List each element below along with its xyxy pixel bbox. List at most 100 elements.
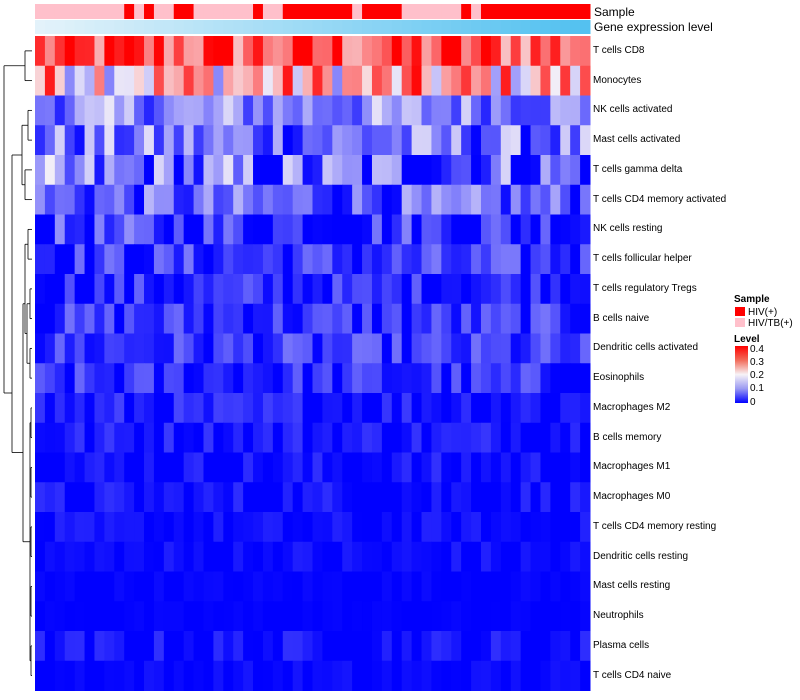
heatmap-cell (540, 363, 551, 394)
heatmap-cell (104, 601, 115, 632)
expression-annotation-cell (451, 20, 462, 34)
heatmap-cell (500, 303, 512, 334)
heatmap-cell (35, 363, 46, 394)
heatmap-cell (431, 512, 442, 543)
sample-annotation-cell (223, 4, 234, 19)
row-label: Macrophages M1 (593, 461, 671, 473)
heatmap-cell (461, 512, 472, 543)
row-label: Eosinophils (593, 372, 645, 384)
heatmap-cell (203, 660, 214, 691)
heatmap-cell (193, 95, 204, 126)
heatmap-cell (74, 274, 86, 305)
heatmap-cell (570, 244, 581, 275)
heatmap-cell (461, 422, 472, 453)
row-label: Macrophages M0 (593, 491, 671, 503)
heatmap-cell (124, 601, 135, 632)
heatmap-cell (560, 660, 571, 691)
expression-annotation-cell (173, 20, 185, 34)
heatmap-cell (64, 601, 76, 632)
heatmap-cell (391, 512, 403, 543)
sample-legend-title: Sample (734, 294, 770, 305)
heatmap-cell (253, 452, 264, 483)
heatmap-cell (124, 184, 135, 215)
heatmap-cell (391, 125, 403, 156)
heatmap-cell (362, 214, 373, 245)
heatmap-cell (411, 571, 423, 602)
heatmap-cell (203, 512, 214, 543)
heatmap-cell (74, 571, 86, 602)
heatmap-cell (213, 95, 224, 126)
sample-annotation-cell (530, 4, 541, 19)
heatmap-cell (411, 125, 423, 156)
sample-annotation-cell (431, 4, 442, 19)
heatmap-cell (530, 95, 541, 126)
heatmap-cell (441, 660, 452, 691)
heatmap-cell (401, 452, 413, 483)
heatmap-cell (560, 244, 571, 275)
heatmap-cell (391, 482, 403, 513)
heatmap-cell (282, 393, 294, 424)
heatmap-cell (362, 571, 373, 602)
heatmap-cell (153, 244, 165, 275)
heatmap-cell (461, 274, 472, 305)
heatmap-cell (490, 303, 502, 334)
heatmap-cell (332, 155, 343, 186)
heatmap-cell (104, 571, 115, 602)
heatmap-cell (134, 631, 145, 662)
heatmap-cell (243, 65, 254, 96)
heatmap-cell (550, 571, 561, 602)
heatmap-cell (153, 65, 165, 96)
row-label: B cells naive (593, 312, 650, 324)
heatmap-cell (272, 95, 284, 126)
heatmap-cell (580, 631, 591, 662)
heatmap-cell (322, 482, 333, 513)
expression-annotation-cell (302, 20, 313, 34)
heatmap-cell (243, 95, 254, 126)
sample-annotation-cell (570, 4, 581, 19)
heatmap-cell (203, 184, 214, 215)
sample-annotation-cell (580, 4, 591, 19)
heatmap-cell (84, 36, 95, 67)
heatmap-cell (144, 482, 155, 513)
heatmap-cell (451, 274, 462, 305)
heatmap-cell (243, 333, 254, 364)
sample-annotation-cell (44, 4, 56, 19)
heatmap-cell (371, 363, 383, 394)
heatmap-cell (223, 631, 234, 662)
heatmap-cell (371, 541, 383, 572)
heatmap-cell (441, 452, 452, 483)
heatmap-cell (342, 333, 353, 364)
heatmap-cell (510, 65, 522, 96)
heatmap-cell (44, 244, 56, 275)
heatmap-cell (74, 601, 86, 632)
row-label: T cells gamma delta (593, 163, 683, 175)
heatmap-cell (520, 244, 532, 275)
heatmap-cell (94, 303, 105, 334)
heatmap-cell (560, 631, 571, 662)
heatmap-cell (163, 393, 175, 424)
heatmap-cell (84, 393, 95, 424)
heatmap-cell (401, 155, 413, 186)
heatmap-cell (560, 184, 571, 215)
heatmap-cell (292, 274, 304, 305)
heatmap-cell (35, 571, 46, 602)
heatmap-cell (183, 184, 195, 215)
heatmap-cell (272, 452, 284, 483)
heatmap-cell (193, 244, 204, 275)
heatmap-cell (134, 95, 145, 126)
heatmap-cell (530, 36, 541, 67)
expression-annotation-cell (461, 20, 472, 34)
heatmap-cell (411, 214, 423, 245)
heatmap-cell (54, 571, 66, 602)
heatmap-cell (124, 482, 135, 513)
heatmap-cell (510, 452, 522, 483)
heatmap-cell (213, 541, 224, 572)
heatmap-cell (94, 601, 105, 632)
heatmap-cell (500, 214, 512, 245)
heatmap-cell (193, 660, 204, 691)
heatmap-cell (153, 601, 165, 632)
heatmap-cell (500, 393, 512, 424)
heatmap-cell (114, 274, 125, 305)
heatmap-cell (74, 95, 86, 126)
heatmap-cell (550, 601, 561, 632)
